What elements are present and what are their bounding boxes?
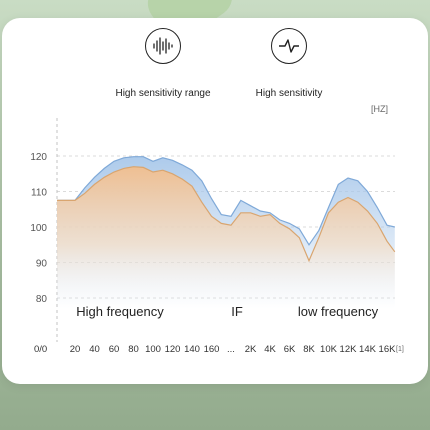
region-label: High frequency [76,304,164,319]
series-area [57,166,395,309]
feature-label: High sensitivity [255,88,323,99]
x-tick-label: 2K [245,344,257,355]
series-line [56,166,396,263]
y-tick-label: 80 [36,294,48,305]
y-tick-label: 90 [36,259,48,270]
x-tick-label: 6K [284,344,296,355]
series-line [56,156,395,246]
x-tick-label: 60 [109,344,120,355]
x-tick-label: 4K [264,344,276,355]
y-tick-label: 110 [31,188,47,199]
feature-label: High sensitivity range [115,88,211,99]
feature-high-sensitivity-range: High sensitivity range [98,28,228,99]
x-tick-label: 80 [128,344,139,355]
waveform-pulse-icon [271,28,307,64]
x-tick-label: 20 [70,344,81,355]
x-tick-label: 10K [320,344,338,355]
region-label: IF [231,304,243,319]
x-tick-label: 40 [89,344,100,355]
x-tick-label: 140 [184,344,200,355]
sound-wave-icon [145,28,181,64]
x-tick-label: 14K [359,344,377,355]
x-tick-label: 16K [379,344,397,355]
x-tick-label: 120 [165,344,181,355]
y-unit-label: [HZ] [371,104,388,114]
x-tick-label: 8K [303,344,315,355]
origin-label: 0/0 [34,344,47,355]
x-tick-label: 100 [145,344,161,355]
feature-high-sensitivity: High sensitivity [224,28,354,99]
y-tick-label: 100 [30,223,47,234]
x-tick-label: ... [227,344,235,355]
region-label: low frequency [298,304,379,319]
x-unit-label: [1] [396,346,404,353]
x-tick-label: 160 [204,344,220,355]
x-tick-label: 12K [340,344,358,355]
y-tick-label: 120 [30,152,47,163]
